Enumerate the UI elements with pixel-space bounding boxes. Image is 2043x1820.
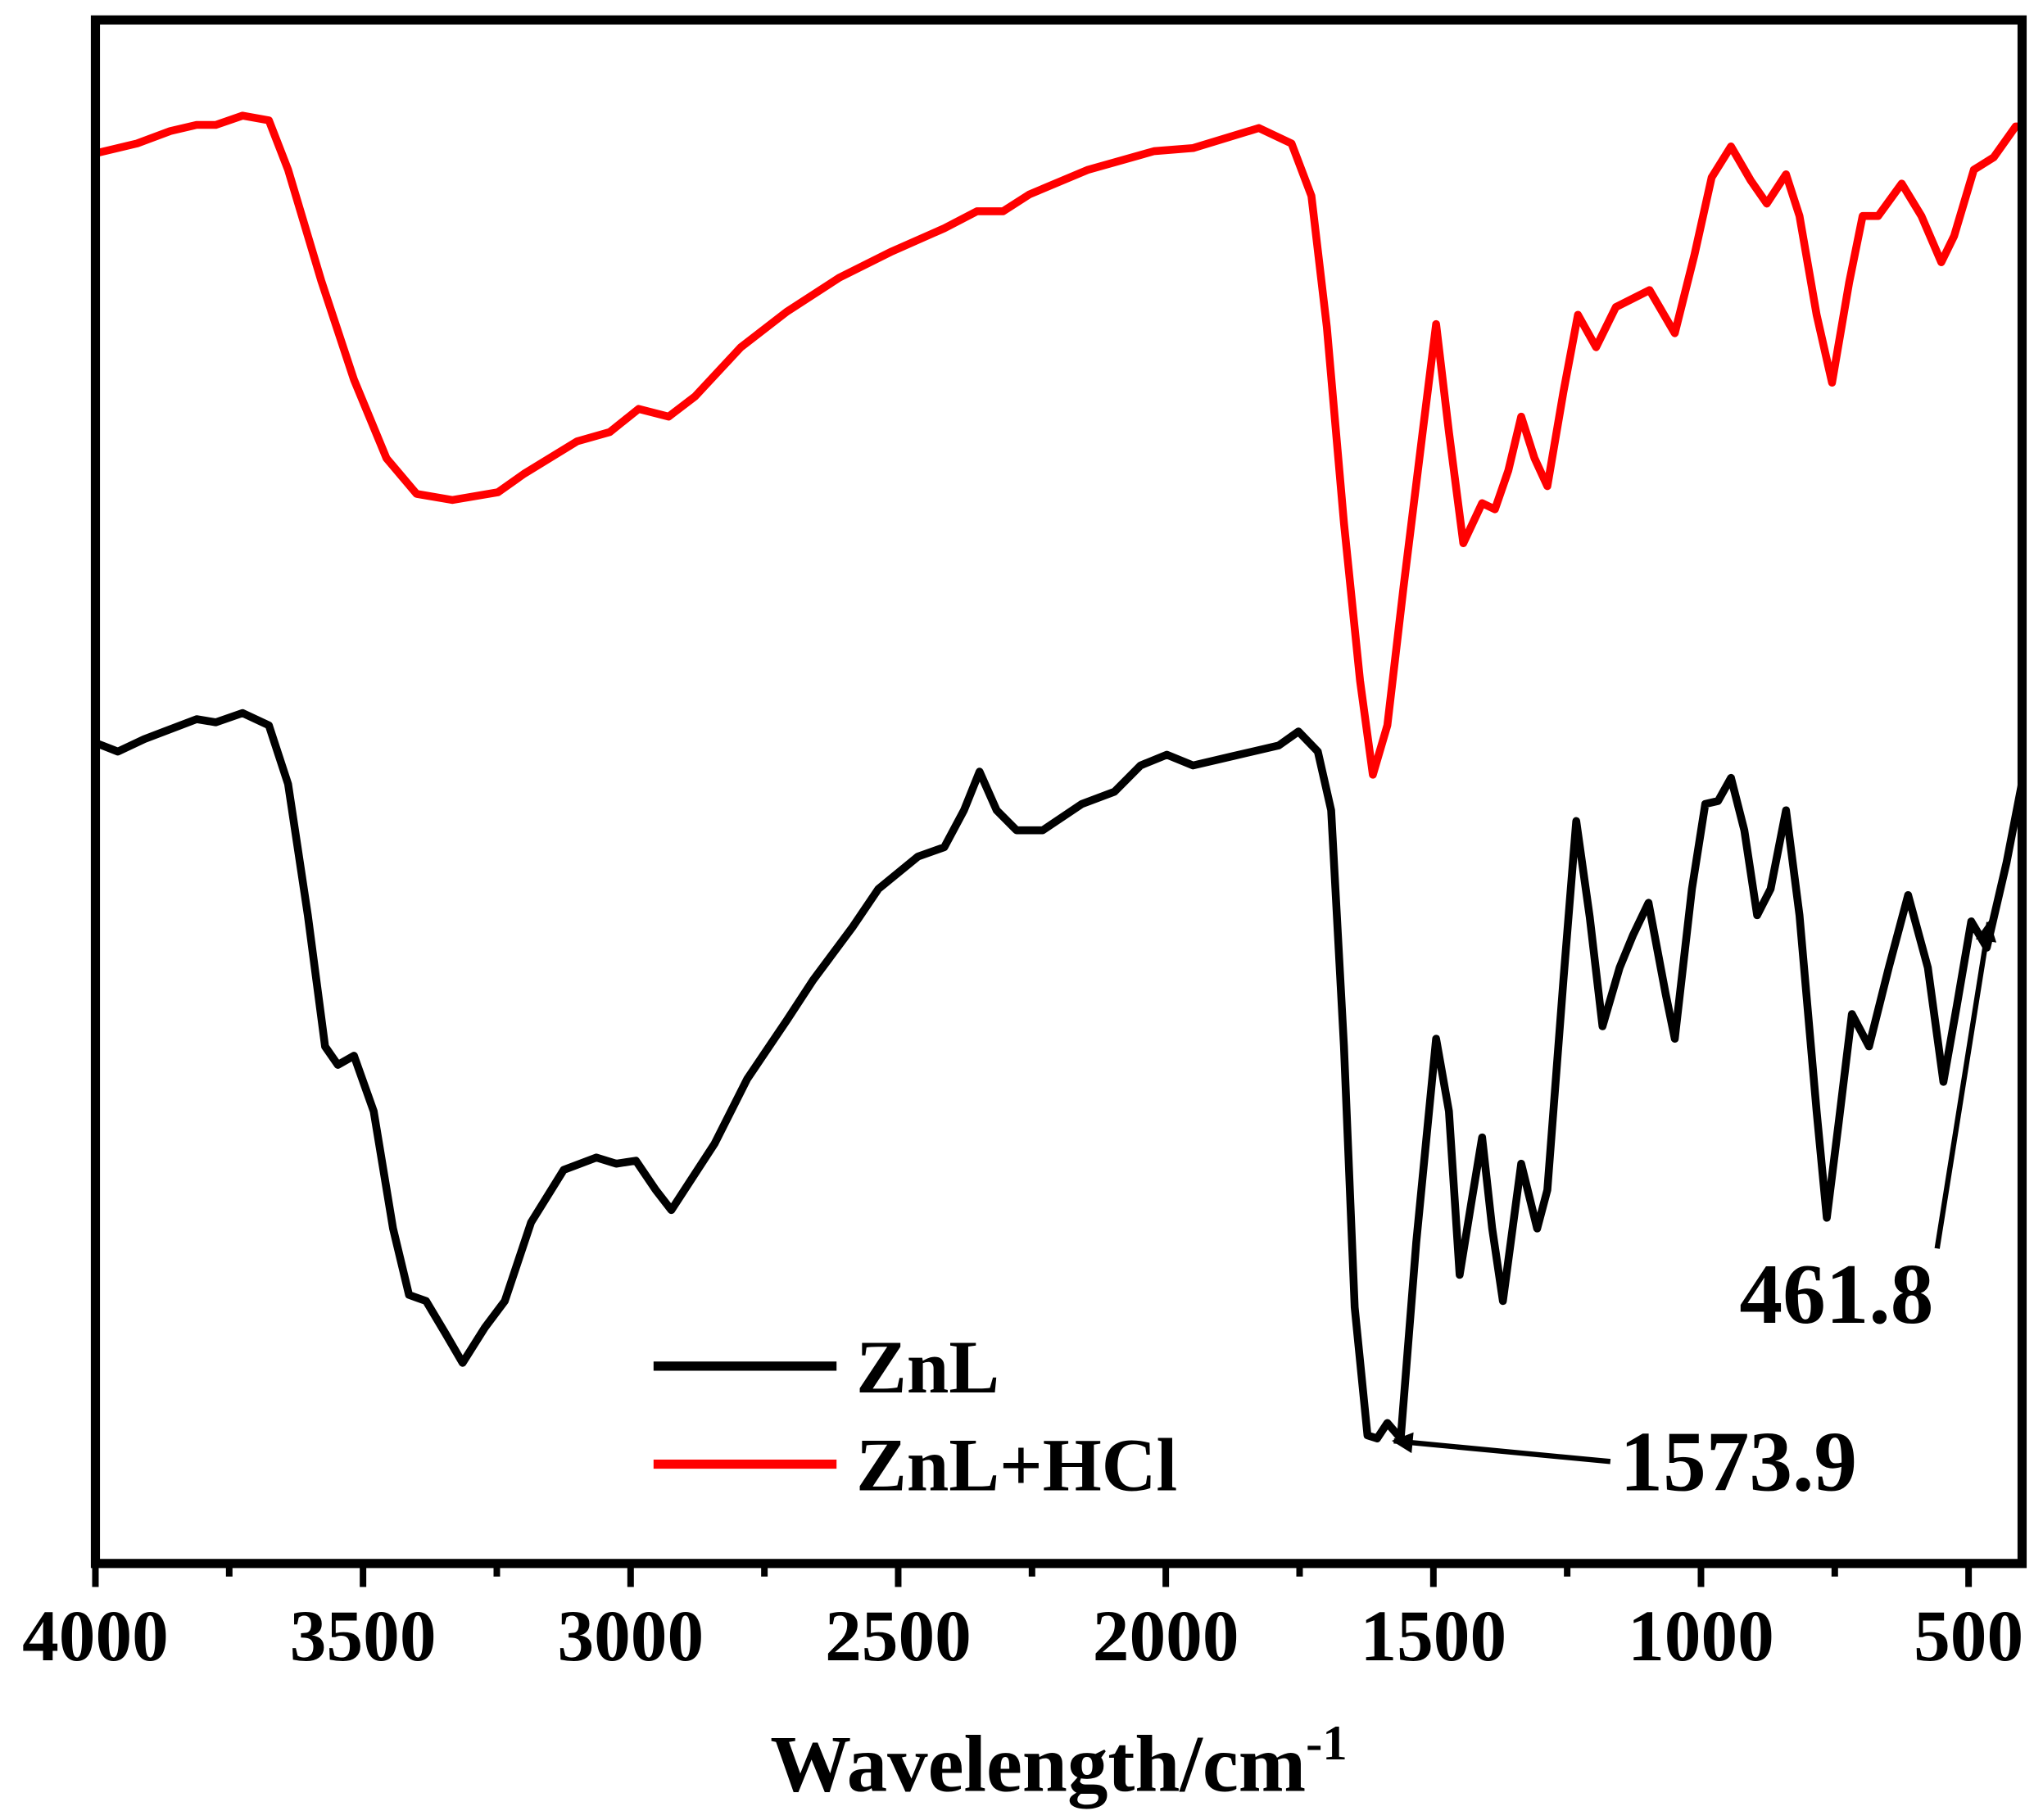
x-axis-label: Wavelength/cm-1 bbox=[770, 1716, 1347, 1809]
annotation-arrow bbox=[1391, 1432, 1611, 1465]
x-tick-label: 4000 bbox=[22, 1596, 169, 1677]
x-axis-label-text: Wavelength/cm bbox=[770, 1719, 1306, 1809]
x-tick-label: 3500 bbox=[290, 1596, 437, 1677]
annotation-label: 1573.9 bbox=[1619, 1413, 1857, 1509]
x-axis-label-sup: -1 bbox=[1306, 1716, 1348, 1771]
annotation-arrow bbox=[1934, 920, 1997, 1249]
x-tick-label: 1500 bbox=[1360, 1596, 1506, 1677]
x-tick-label: 2500 bbox=[825, 1596, 972, 1677]
annotation-label: 461.8 bbox=[1739, 1246, 1933, 1342]
x-tick-label: 500 bbox=[1914, 1596, 2023, 1677]
x-tick-label: 2000 bbox=[1093, 1596, 1239, 1677]
legend-label: ZnL bbox=[856, 1326, 999, 1410]
series-line bbox=[97, 111, 2023, 779]
x-tick-label: 3000 bbox=[557, 1596, 704, 1677]
legend-label: ZnL+HCl bbox=[856, 1424, 1177, 1507]
series-line bbox=[96, 709, 2027, 1442]
x-tick-label: 1000 bbox=[1628, 1596, 1774, 1677]
plot-frame bbox=[90, 15, 2027, 1569]
